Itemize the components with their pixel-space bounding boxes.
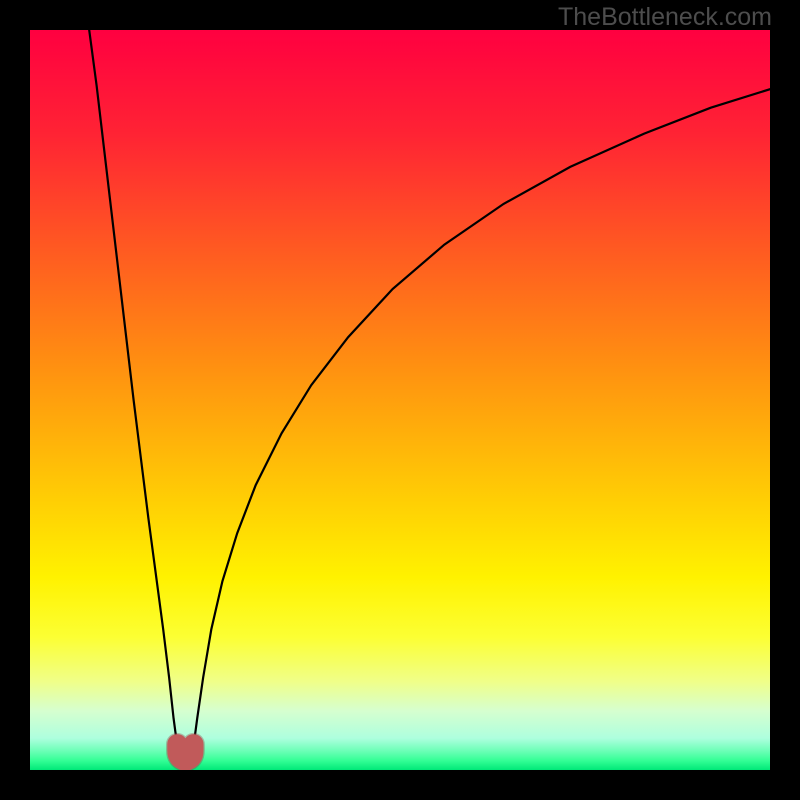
- watermark-text: TheBottleneck.com: [558, 3, 772, 32]
- bottleneck-chart: [30, 30, 770, 770]
- gradient-background: [30, 30, 770, 770]
- dip-marker: [177, 744, 193, 760]
